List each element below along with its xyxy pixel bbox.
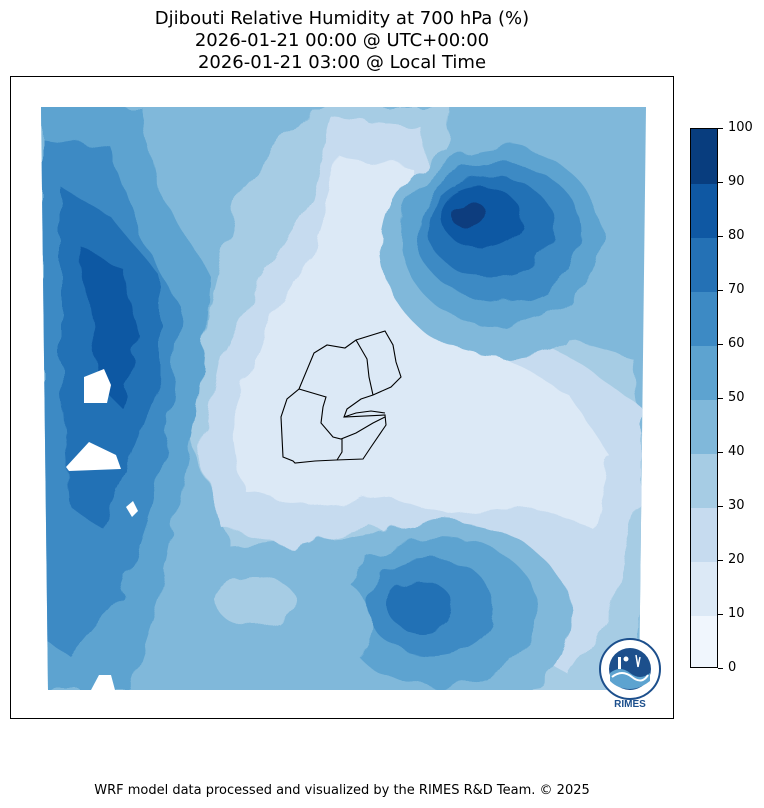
chart-title-line2: 2026-01-21 00:00 @ UTC+00:00 (194, 30, 490, 51)
colorbar-tick (718, 667, 723, 669)
colorbar-segment (691, 129, 717, 184)
colorbar (690, 128, 718, 668)
colorbar-tick-label: 90 (728, 174, 745, 189)
colorbar-tick (718, 505, 723, 507)
colorbar-segment (691, 453, 717, 508)
colorbar-segment (691, 561, 717, 616)
colorbar-segment (691, 237, 717, 292)
colorbar-tick-label: 0 (728, 660, 737, 675)
colorbar-segment (691, 399, 717, 454)
colorbar-tick-label: 30 (728, 498, 745, 513)
map-panel: RIMES (10, 76, 674, 719)
colorbar-tick (718, 289, 723, 291)
rimes-logo: RIMES (599, 638, 661, 709)
colorbar-tick-label: 40 (728, 444, 745, 459)
colorbar-tick-label: 100 (728, 120, 753, 135)
colorbar-tick (718, 451, 723, 453)
colorbar-segment (691, 183, 717, 238)
colorbar-tick (718, 559, 723, 561)
colorbar-tick-label: 20 (728, 552, 745, 567)
colorbar-segment (691, 507, 717, 562)
rimes-logo-text: RIMES (614, 699, 646, 709)
colorbar-segment (691, 291, 717, 346)
colorbar-tick (718, 613, 723, 615)
chart-title-line1: Djibouti Relative Humidity at 700 hPa (%… (154, 8, 530, 29)
colorbar-tick-label: 10 (728, 606, 745, 621)
colorbar-tick-label: 80 (728, 228, 745, 243)
colorbar-tick-label: 50 (728, 390, 745, 405)
colorbar-tick (718, 235, 723, 237)
colorbar-tick (718, 343, 723, 345)
footer-credit: WRF model data processed and visualized … (94, 783, 590, 798)
colorbar-segment (691, 345, 717, 400)
colorbar-tick-label: 70 (728, 282, 745, 297)
humidity-field (41, 107, 646, 690)
colorbar-segment (691, 615, 717, 667)
colorbar-tick (718, 181, 723, 183)
colorbar-tick (718, 397, 723, 399)
colorbar-tick (718, 127, 723, 129)
djibouti-border (280, 330, 402, 464)
colorbar-tick-label: 60 (728, 336, 745, 351)
chart-title-line3: 2026-01-21 03:00 @ Local Time (197, 52, 487, 73)
